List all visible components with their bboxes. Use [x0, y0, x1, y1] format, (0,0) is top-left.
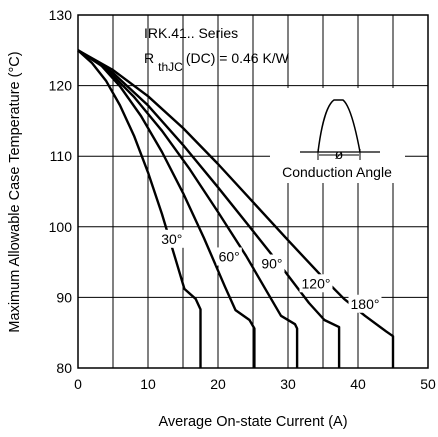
- rthjc-symbol: R: [144, 50, 154, 66]
- x-tick-label: 50: [420, 376, 436, 392]
- rthjc-text: RthJC(DC) = 0.46 K/W: [144, 50, 290, 74]
- sine-pulse-icon: [317, 99, 361, 153]
- curve-label-background: [159, 229, 185, 248]
- curve-label-background: [216, 247, 242, 266]
- x-tick-label: 30: [280, 376, 296, 392]
- y-tick-label: 80: [56, 360, 72, 376]
- x-tick-label: 40: [350, 376, 366, 392]
- x-axis-label: Average On-state Current (A): [158, 414, 347, 430]
- tick-labels: 0 10 20 30 40 50 80 90 100 110 120 130: [49, 7, 436, 392]
- conduction-angle-label: Conduction Angle: [282, 164, 392, 180]
- annotation: IRK.41.. Series RthJC(DC) = 0.46 K/W: [144, 25, 290, 74]
- series-line: [77, 49, 299, 368]
- series-line: [77, 49, 341, 368]
- rthjc-subscript: thJC: [158, 60, 183, 74]
- curve-label-background: [259, 254, 285, 273]
- y-tick-label: 100: [49, 219, 73, 235]
- curve-label-group: 180°: [348, 294, 382, 313]
- curve-label-group: 120°: [299, 274, 333, 293]
- series-line: [77, 49, 202, 368]
- curve-label-background: [299, 274, 333, 293]
- curve-label: 120°: [302, 275, 331, 291]
- series-title: IRK.41.. Series: [144, 25, 238, 41]
- y-tick-label: 130: [49, 7, 73, 23]
- series-line: [77, 49, 395, 368]
- curve-label: 30°: [161, 231, 182, 247]
- rthjc-value: (DC) = 0.46 K/W: [186, 50, 290, 66]
- curve-label-group: 90°: [259, 254, 285, 273]
- angle-symbol: ø: [335, 146, 344, 162]
- curve-label-background: [348, 294, 382, 313]
- x-tick-label: 10: [140, 376, 156, 392]
- y-tick-label: 120: [49, 78, 73, 94]
- conduction-angle-inset: ø Conduction Angle: [270, 88, 405, 183]
- inset-background: [270, 88, 405, 183]
- series-line: [77, 49, 256, 368]
- x-tick-label: 0: [74, 376, 82, 392]
- curve-label-group: 30°: [159, 229, 185, 248]
- curve-label: 90°: [261, 256, 282, 272]
- grid: [78, 15, 428, 368]
- curve-label: 60°: [219, 248, 240, 264]
- y-axis-label: Maximum Allowable Case Temperature (°C): [7, 51, 23, 332]
- curves: [77, 49, 395, 368]
- curve-label: 180°: [351, 296, 380, 312]
- y-tick-label: 110: [50, 148, 73, 164]
- x-tick-label: 20: [210, 376, 226, 392]
- y-tick-label: 90: [56, 289, 72, 305]
- curve-labels: 30° 60° 90° 120° 180°: [159, 229, 382, 313]
- curve-label-group: 60°: [216, 247, 242, 266]
- plot-frame: [77, 14, 429, 369]
